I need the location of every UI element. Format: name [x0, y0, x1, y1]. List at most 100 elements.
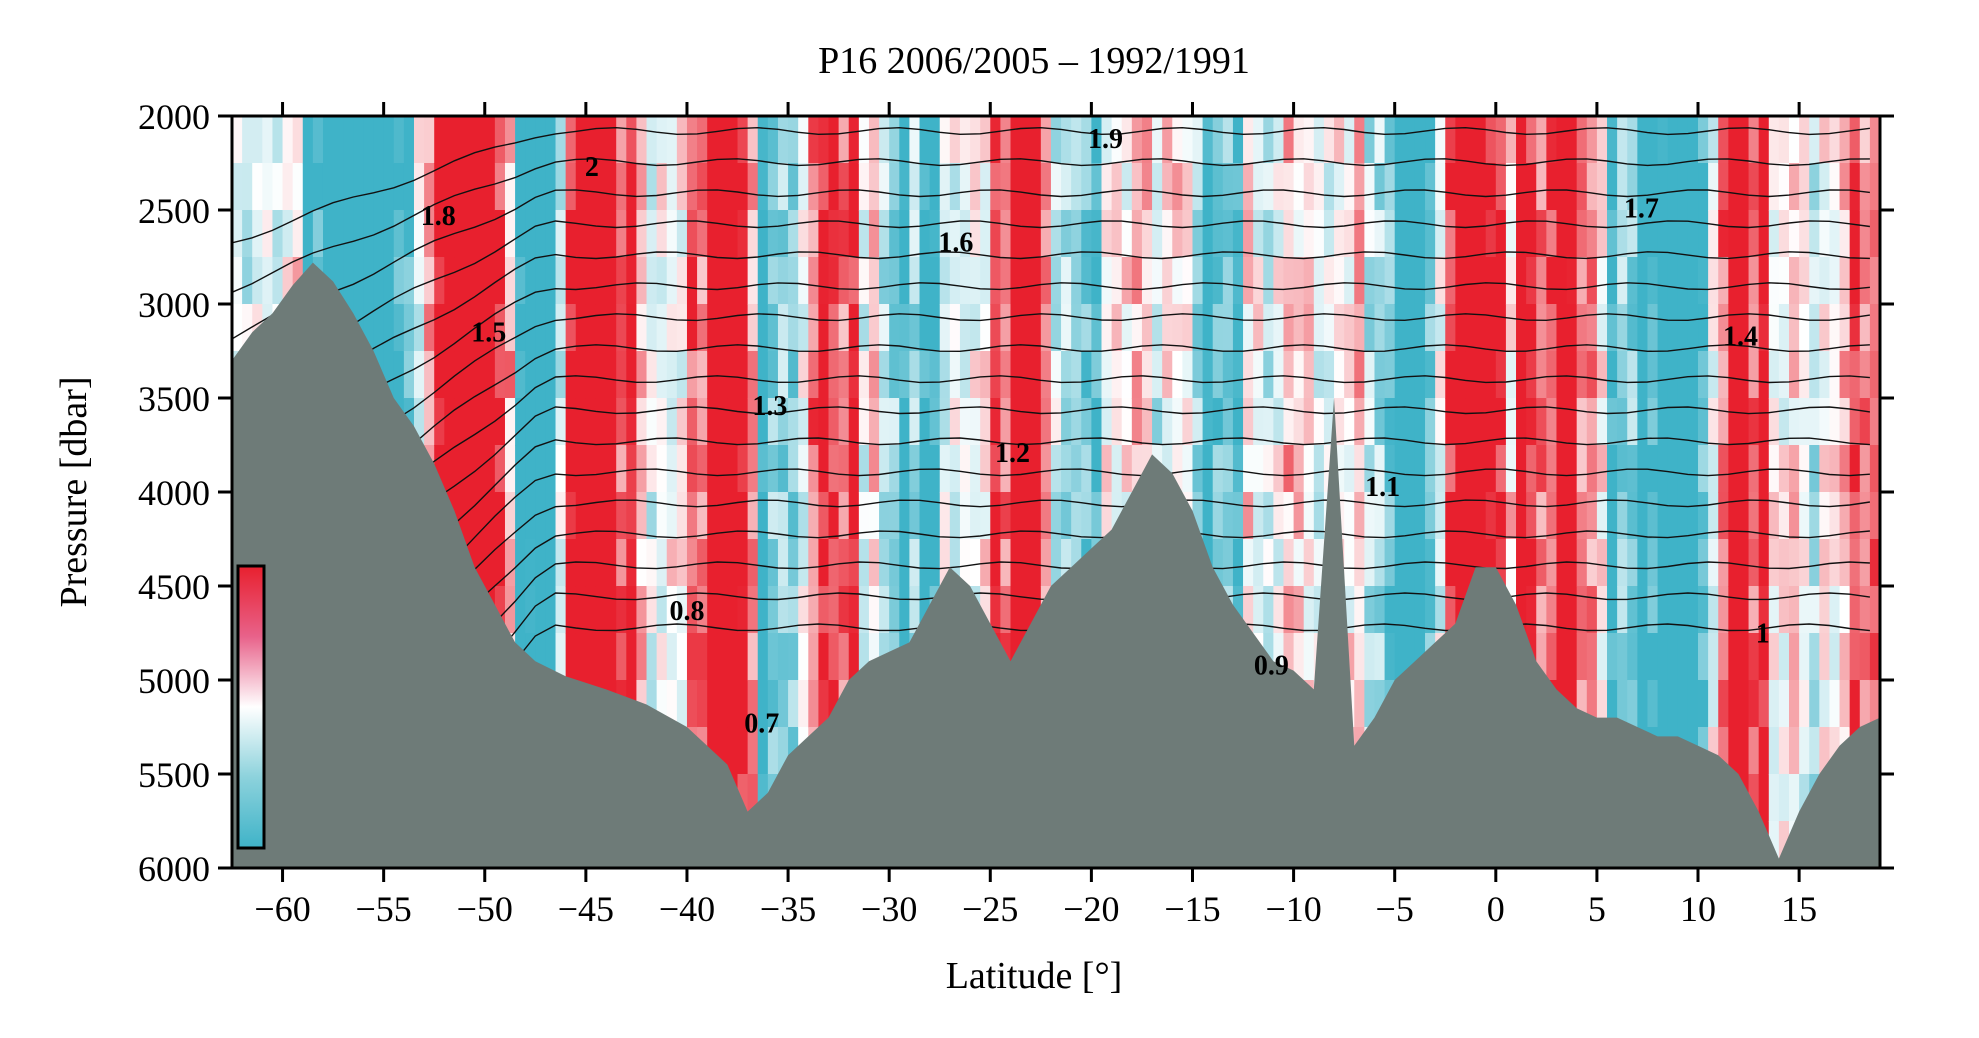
anomaly-cell	[949, 398, 961, 446]
anomaly-cell	[1283, 210, 1295, 258]
anomaly-cell	[909, 351, 921, 399]
anomaly-cell	[1354, 398, 1365, 446]
y-tick-label: 5000	[138, 661, 210, 701]
anomaly-cell	[1101, 351, 1113, 399]
anomaly-cell	[899, 304, 910, 352]
anomaly-cell	[747, 210, 759, 258]
contour-label: 1.1	[1365, 472, 1400, 503]
anomaly-cell	[1202, 257, 1214, 305]
anomaly-cell	[1374, 680, 1386, 728]
anomaly-cell	[515, 257, 526, 305]
anomaly-cell	[697, 586, 708, 634]
anomaly-cell	[1718, 586, 1729, 634]
anomaly-cell	[1445, 539, 1456, 587]
anomaly-cell	[1728, 586, 1740, 634]
anomaly-cell	[1020, 586, 1032, 634]
anomaly-cell	[1667, 445, 1679, 493]
anomaly-cell	[1394, 398, 1406, 446]
anomaly-cell	[1495, 257, 1507, 305]
anomaly-cell	[1455, 163, 1467, 211]
anomaly-cell	[1647, 633, 1659, 681]
anomaly-cell	[1546, 586, 1558, 634]
anomaly-cell	[616, 586, 627, 634]
anomaly-cell	[1364, 116, 1376, 164]
anomaly-cell	[1384, 304, 1396, 352]
anomaly-cell	[858, 257, 870, 305]
anomaly-cell	[1212, 257, 1224, 305]
anomaly-cell	[434, 351, 445, 399]
anomaly-cell	[959, 445, 971, 493]
anomaly-cell	[949, 116, 961, 164]
anomaly-cell	[1141, 304, 1153, 352]
x-tick-label: 5	[1588, 889, 1606, 929]
anomaly-cell	[848, 633, 860, 681]
y-tick-label: 2000	[138, 97, 210, 137]
anomaly-cell	[242, 210, 253, 258]
anomaly-cell	[1273, 492, 1285, 540]
anomaly-cell	[565, 633, 577, 681]
anomaly-cell	[1789, 774, 1800, 822]
anomaly-cell	[1505, 210, 1517, 258]
anomaly-cell	[595, 633, 607, 681]
anomaly-cell	[808, 586, 820, 634]
anomaly-cell	[1748, 257, 1760, 305]
anomaly-cell	[1293, 633, 1305, 681]
anomaly-cell	[666, 586, 678, 634]
anomaly-cell	[889, 163, 900, 211]
anomaly-cell	[1869, 257, 1880, 305]
anomaly-cell	[1121, 351, 1133, 399]
anomaly-cell	[1374, 398, 1386, 446]
anomaly-cell	[1414, 351, 1426, 399]
anomaly-cell	[1637, 351, 1649, 399]
anomaly-cell	[1738, 633, 1750, 681]
anomaly-cell	[393, 351, 405, 399]
anomaly-cell	[747, 398, 759, 446]
x-tick-label: −55	[356, 889, 412, 929]
anomaly-cell	[889, 116, 900, 164]
anomaly-cell	[1799, 351, 1810, 399]
anomaly-cell	[1212, 492, 1224, 540]
anomaly-cell	[1799, 586, 1810, 634]
anomaly-cell	[1839, 304, 1851, 352]
contour-label: 1.4	[1723, 321, 1758, 352]
anomaly-cell	[1263, 398, 1274, 446]
anomaly-cell	[1708, 116, 1719, 164]
anomaly-cell	[272, 257, 284, 305]
anomaly-cell	[626, 539, 638, 587]
anomaly-cell	[1364, 445, 1376, 493]
anomaly-cell	[848, 116, 860, 164]
anomaly-cell	[1394, 633, 1406, 681]
anomaly-cell	[707, 445, 718, 493]
anomaly-cell	[403, 304, 415, 352]
anomaly-cell	[1010, 445, 1022, 493]
anomaly-cell	[252, 210, 263, 258]
anomaly-cell	[1263, 116, 1274, 164]
anomaly-cell	[707, 492, 718, 540]
anomaly-cell	[717, 116, 729, 164]
anomaly-cell	[1849, 351, 1861, 399]
anomaly-cell	[939, 539, 951, 587]
anomaly-cell	[1829, 492, 1841, 540]
anomaly-cell	[1566, 304, 1578, 352]
anomaly-cell	[879, 116, 890, 164]
anomaly-cell	[1131, 210, 1143, 258]
anomaly-cell	[1000, 492, 1012, 540]
anomaly-cell	[1647, 210, 1659, 258]
anomaly-cell	[1758, 492, 1770, 540]
anomaly-cell	[1768, 539, 1780, 587]
anomaly-cell	[717, 586, 729, 634]
anomaly-cell	[545, 586, 557, 634]
anomaly-cell	[626, 633, 638, 681]
anomaly-cell	[889, 492, 900, 540]
anomaly-cell	[1809, 633, 1820, 681]
anomaly-cell	[788, 633, 799, 681]
anomaly-cell	[1586, 210, 1598, 258]
anomaly-cell	[1111, 351, 1123, 399]
anomaly-cell	[1485, 304, 1497, 352]
anomaly-cell	[1495, 351, 1507, 399]
anomaly-cell	[1465, 163, 1477, 211]
anomaly-cell	[454, 304, 466, 352]
anomaly-cell	[1192, 116, 1204, 164]
anomaly-cell	[403, 210, 415, 258]
anomaly-cell	[434, 116, 445, 164]
